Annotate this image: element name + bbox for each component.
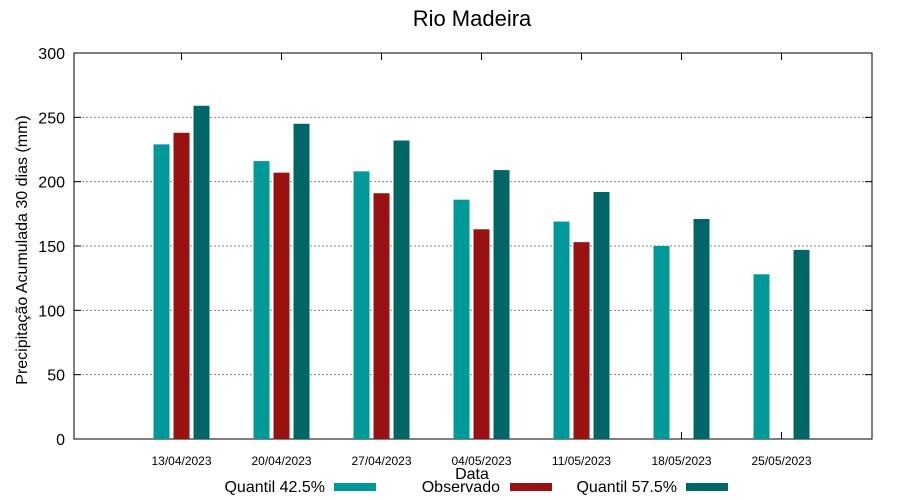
x-tick-label: 25/05/2023 bbox=[751, 454, 811, 468]
bar bbox=[193, 105, 210, 440]
bar bbox=[593, 191, 610, 439]
bar bbox=[173, 132, 190, 440]
y-tick-label: 50 bbox=[47, 368, 65, 385]
legend-label: Quantil 42.5% bbox=[224, 479, 325, 496]
legend-swatch bbox=[510, 483, 552, 491]
legend-swatch bbox=[334, 483, 376, 491]
bar bbox=[153, 144, 170, 439]
bar bbox=[553, 221, 570, 439]
y-axis-ticks: 0 50 100 150 200 250 300 bbox=[38, 46, 872, 449]
legend: Quantil 42.5% Observado Quantil 57.5% bbox=[224, 479, 728, 496]
legend-label: Observado bbox=[422, 479, 500, 496]
y-tick-label: 200 bbox=[38, 175, 65, 192]
bar bbox=[473, 229, 490, 439]
y-tick-label: 0 bbox=[56, 432, 65, 449]
bar bbox=[793, 249, 810, 439]
bar bbox=[573, 242, 590, 439]
legend-swatch bbox=[686, 483, 728, 491]
bar bbox=[393, 140, 410, 439]
x-tick-label: 27/04/2023 bbox=[351, 454, 411, 468]
bar bbox=[753, 274, 770, 439]
y-tick-label: 250 bbox=[38, 110, 65, 127]
x-tick-label: 04/05/2023 bbox=[451, 454, 511, 468]
bar bbox=[253, 161, 270, 439]
x-axis-label: Data bbox=[455, 466, 489, 483]
x-tick-label: 20/04/2023 bbox=[251, 454, 311, 468]
y-tick-label: 150 bbox=[38, 239, 65, 256]
x-axis-ticks: 13/04/2023 20/04/2023 27/04/2023 04/05/2023… bbox=[151, 53, 812, 468]
bar bbox=[653, 246, 670, 439]
legend-label: Quantil 57.5% bbox=[576, 479, 677, 496]
chart-title: Rio Madeira bbox=[413, 6, 532, 31]
bars bbox=[153, 105, 810, 440]
bar bbox=[293, 123, 310, 440]
bar bbox=[693, 218, 710, 439]
x-tick-label: 11/05/2023 bbox=[552, 454, 611, 468]
x-tick-label: 18/05/2023 bbox=[651, 454, 711, 468]
bar bbox=[273, 172, 290, 439]
bar bbox=[353, 171, 370, 439]
x-tick-label: 13/04/2023 bbox=[151, 454, 211, 468]
bar bbox=[493, 170, 510, 439]
y-tick-label: 100 bbox=[38, 303, 65, 320]
y-tick-label: 300 bbox=[38, 46, 65, 63]
y-axis-label: Precipitação Acumulada 30 dias (mm) bbox=[14, 115, 31, 384]
bar bbox=[453, 199, 470, 439]
bar bbox=[373, 193, 390, 439]
